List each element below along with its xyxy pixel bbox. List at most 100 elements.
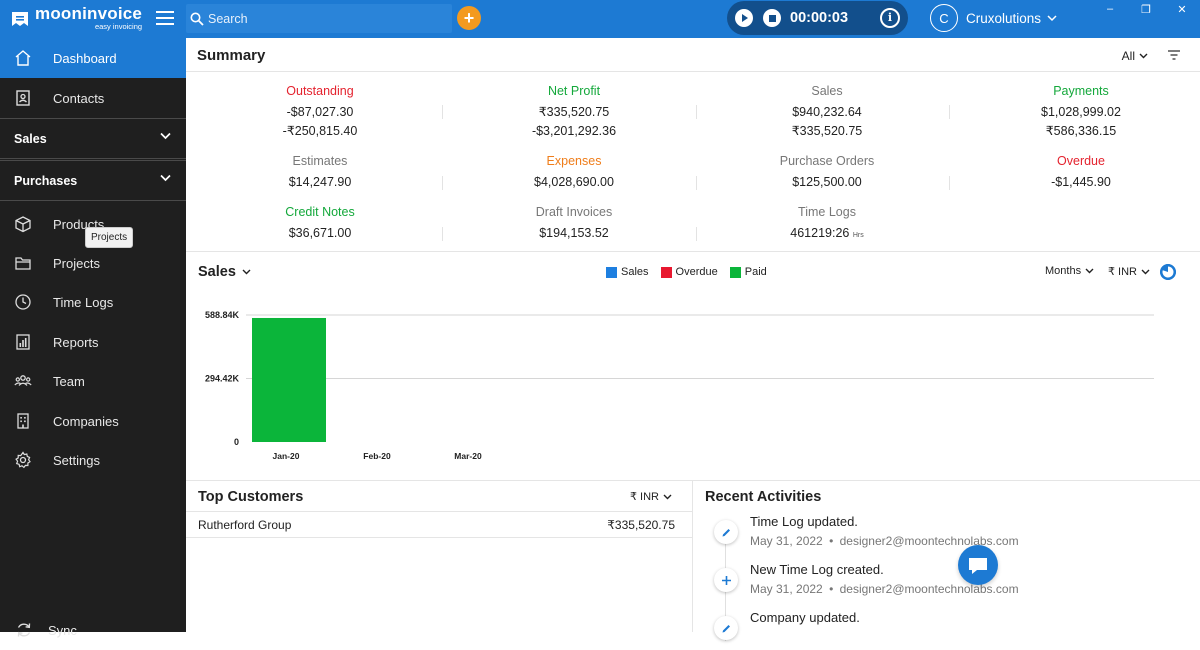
tooltip: Projects [85,227,134,248]
kpi-label: Net Profit [547,84,601,98]
kpi-value: 461219:26 Hrs [700,224,954,245]
kpi-time-logs[interactable]: Time Logs 461219:26 Hrs [700,205,954,245]
kpi-draft-invoices[interactable]: Draft Invoices $194,153.52 [447,205,701,243]
kpi-value: $125,500.00 [792,175,862,189]
menu-toggle-icon[interactable] [156,11,174,27]
box-icon [15,216,31,233]
maximize-icon[interactable]: ❐ [1141,4,1151,16]
sidebar-group-sales[interactable]: Sales [0,118,186,159]
kpi-label: Credit Notes [285,205,355,219]
search-icon [190,12,204,26]
legend-label: Paid [744,266,767,278]
sales-chart: 0 294.42K 588.84K Jan-20 Feb-20 Mar-20 [205,310,1154,461]
x-tick-label: Jan-20 [273,451,300,461]
report-icon [16,334,30,350]
sidebar-item-settings[interactable]: Settings [0,440,186,480]
app-logo[interactable]: mooninvoice easy invoicing [10,5,142,31]
kpi-value: $36,671.00 [288,226,352,240]
sidebar-group-purchases[interactable]: Purchases [0,160,186,201]
legend-label: Overdue [675,266,718,278]
filter-dropdown[interactable]: All [1122,49,1148,63]
divider [442,105,443,119]
divider [949,105,950,119]
kpi-value: $1,028,999.02 [1041,105,1121,119]
kpi-value: -$87,027.30 [286,105,354,119]
sales-chart-dropdown[interactable]: Sales [198,264,251,280]
legend-item-paid: Paid [729,266,767,278]
activity-date: May 31, 2022 [750,582,823,596]
minimize-icon[interactable]: ‒ [1106,3,1114,15]
kpi-value: $940,232.64 [792,105,862,119]
chevron-down-icon [1141,269,1150,274]
activity-date: May 31, 2022 [750,534,823,548]
activity-title: New Time Log created. [750,562,884,577]
sidebar-item-label: Companies [53,413,119,429]
kpi-purchase-orders[interactable]: Purchase Orders $125,500.00 [700,154,954,192]
kpi-value-text: 461219:26 [790,226,850,240]
kpi-outstanding[interactable]: Outstanding -$87,027.30 -₹250,815.40 [193,84,447,141]
sidebar-item-projects[interactable]: Projects [0,243,186,283]
activity-title: Time Log updated. [750,514,858,529]
chat-button[interactable] [958,545,998,585]
user-menu[interactable]: C Cruxolutions [930,4,1057,32]
avatar: C [930,4,958,32]
kpi-payments[interactable]: Payments $1,028,999.02 ₹586,336.15 [954,84,1200,141]
summary-header: Summary All [186,38,1200,72]
customers-currency-dropdown[interactable]: ₹ INR [630,490,672,503]
kpi-net-profit[interactable]: Net Profit ₹335,520.75 -$3,201,292.36 [447,84,701,141]
filter-icon[interactable] [1167,49,1181,61]
close-icon[interactable]: ✕ [1177,4,1187,16]
sales-chart-panel: Sales Sales Overdue Paid Months [186,252,1200,481]
sidebar-item-label: Settings [53,452,100,468]
search-box[interactable] [186,4,452,33]
timer-display: 00:00:03 [790,10,849,26]
legend-swatch [660,266,672,278]
currency-dropdown[interactable]: ₹ INR [1108,265,1150,278]
pie-chart-icon[interactable] [1160,264,1176,280]
y-tick-label: 588.84K [205,310,240,320]
page-title: Summary [197,47,266,64]
info-icon[interactable]: i [880,8,900,28]
sidebar-item-time-logs[interactable]: Time Logs [0,282,186,322]
kpi-expenses[interactable]: Expenses $4,028,690.00 [447,154,701,192]
table-row[interactable]: Rutherford Group ₹335,520.75 [186,511,693,538]
sidebar-item-contacts[interactable]: Contacts [0,78,186,118]
kpi-label: Expenses [546,154,602,168]
kpi-label: Estimates [292,154,348,168]
activity-meta: May 31, 2022 • designer2@moontechnolabs.… [750,534,1019,548]
kpi-credit-notes[interactable]: Credit Notes $36,671.00 [193,205,447,243]
kpi-grid: Outstanding -$87,027.30 -₹250,815.40 Net… [186,72,1200,252]
kpi-sales[interactable]: Sales $940,232.64 ₹335,520.75 [700,84,954,141]
sidebar: Dashboard Contacts Sales Purchases Produ… [0,38,186,638]
panel-title: Top Customers [198,489,304,505]
kpi-overdue[interactable]: Overdue -$1,445.90 [954,154,1200,192]
sidebar-item-dashboard[interactable]: Dashboard [0,38,186,78]
play-icon[interactable] [735,9,753,27]
kpi-label: Purchase Orders [779,154,875,168]
y-tick-label: 0 [234,437,239,447]
edit-icon [714,616,738,640]
contacts-icon [16,90,30,106]
logo-name: mooninvoice [35,4,143,23]
sync-icon [17,623,31,637]
top-customers-panel: Top Customers ₹ INR Rutherford Group ₹33… [186,481,693,632]
period-dropdown[interactable]: Months [1045,265,1094,277]
clock-icon [15,294,31,310]
sidebar-item-team[interactable]: Team [0,361,186,401]
team-icon [14,375,32,386]
search-input[interactable] [208,11,438,26]
chevron-down-icon [1139,53,1148,59]
sidebar-item-label: Time Logs [53,294,114,310]
chevron-down-icon [242,269,251,275]
legend-label: Sales [621,266,649,278]
logo-icon [12,11,28,26]
kpi-estimates[interactable]: Estimates $14,247.90 [193,154,447,192]
sync-button[interactable]: Sync [0,610,186,650]
sidebar-item-reports[interactable]: Reports [0,322,186,362]
stop-icon[interactable] [763,9,781,27]
sidebar-item-label: Sales [14,131,47,146]
add-new-button[interactable]: + [457,6,481,30]
filter-value: All [1121,49,1135,63]
sidebar-item-companies[interactable]: Companies [0,401,186,441]
recent-activities-panel: Recent Activities Time Log updated. May … [693,481,1200,641]
